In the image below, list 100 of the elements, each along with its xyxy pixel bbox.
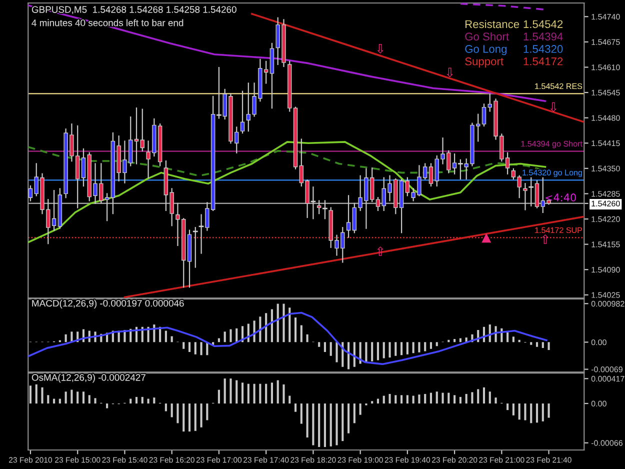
bar (400, 342, 403, 356)
annotation: ⇧ (542, 234, 548, 244)
bar (506, 404, 509, 410)
bar (194, 404, 196, 431)
bar (218, 390, 220, 404)
ref-line-label: 1.54394 go Short (521, 140, 582, 148)
candlestick (523, 183, 528, 210)
bar (424, 394, 426, 404)
bar (336, 342, 338, 362)
bar (76, 392, 79, 404)
y-tick-label: 1.54260 (592, 200, 620, 206)
bar (542, 404, 544, 422)
bar (530, 404, 532, 424)
bar (424, 342, 426, 352)
candlestick (322, 200, 328, 220)
bar (294, 404, 297, 412)
bar (265, 313, 268, 342)
bar (94, 398, 96, 404)
bar (406, 395, 408, 404)
bar (330, 342, 332, 356)
y-tick-label: 0.000982 (591, 300, 624, 307)
bar (224, 332, 226, 342)
annotation: Resistance (465, 20, 520, 28)
bar (382, 396, 385, 404)
y-tick-label: 0.00 (591, 400, 606, 406)
bar (153, 398, 156, 404)
bar (218, 338, 220, 342)
bar (318, 342, 320, 347)
annotation: 1.54320 (524, 45, 563, 53)
bar (512, 336, 514, 342)
bar (276, 380, 279, 404)
bar (53, 398, 56, 404)
bar (64, 392, 67, 404)
annotation: ⇩ (377, 44, 384, 54)
bar (465, 394, 468, 404)
bar (406, 342, 408, 354)
bar (382, 342, 385, 358)
annotation: 1.54542 (524, 20, 563, 28)
bar (536, 342, 538, 347)
bar (459, 338, 462, 342)
bar (494, 398, 497, 404)
bar (542, 342, 544, 348)
line-series (28, 312, 548, 366)
bar (342, 404, 344, 442)
bar (388, 394, 391, 404)
annotation: ▲ (482, 233, 492, 243)
bar (348, 342, 350, 370)
bar (430, 392, 432, 404)
bar (270, 382, 273, 404)
bar (230, 378, 232, 404)
bar (206, 404, 208, 420)
bar (230, 329, 232, 342)
bar (82, 392, 85, 404)
bar (300, 325, 302, 342)
ref-line-label: 1.54542 RES (535, 83, 582, 90)
bar (294, 317, 297, 342)
bar (288, 396, 291, 404)
bar (524, 404, 526, 420)
bar (265, 384, 268, 404)
bar (448, 392, 450, 404)
bar (276, 304, 279, 342)
candlestick (140, 108, 145, 152)
bar (471, 392, 474, 404)
ref-line-label: 1.54320 go Long (522, 170, 582, 178)
bar (194, 342, 196, 354)
bar (182, 404, 185, 432)
bar (253, 384, 256, 404)
candlestick (240, 90, 245, 134)
bar (512, 404, 514, 416)
bar (200, 342, 202, 356)
y-tick-label: 0.00 (591, 339, 606, 346)
bar (436, 342, 438, 346)
bar (400, 395, 403, 404)
y-tick-label: 1.54285 (592, 190, 620, 197)
bar (376, 398, 380, 404)
bar (324, 404, 326, 448)
ref-line-label: 1.54172 SUP (535, 227, 582, 234)
bar (130, 398, 132, 404)
bar (58, 398, 61, 404)
candlestick (346, 195, 351, 238)
bar (282, 304, 285, 342)
bar (29, 386, 32, 404)
bar (282, 384, 285, 404)
bar (376, 342, 380, 360)
bar (64, 334, 67, 342)
bar (41, 387, 44, 404)
bar (530, 342, 532, 345)
bar (442, 392, 444, 404)
candlestick (316, 200, 322, 214)
bar (348, 404, 350, 434)
annotation: ⇩ (446, 68, 453, 78)
candlestick (134, 108, 139, 164)
annotation: Go Short (465, 32, 509, 40)
candlestick (28, 185, 33, 202)
y-tick-label: 1.54675 (592, 39, 620, 45)
y-tick-label: 1.54090 (592, 266, 620, 273)
bar (182, 342, 185, 349)
candlestick (192, 227, 198, 268)
annotation: 1.54394 (524, 32, 563, 40)
candlestick (376, 197, 380, 211)
